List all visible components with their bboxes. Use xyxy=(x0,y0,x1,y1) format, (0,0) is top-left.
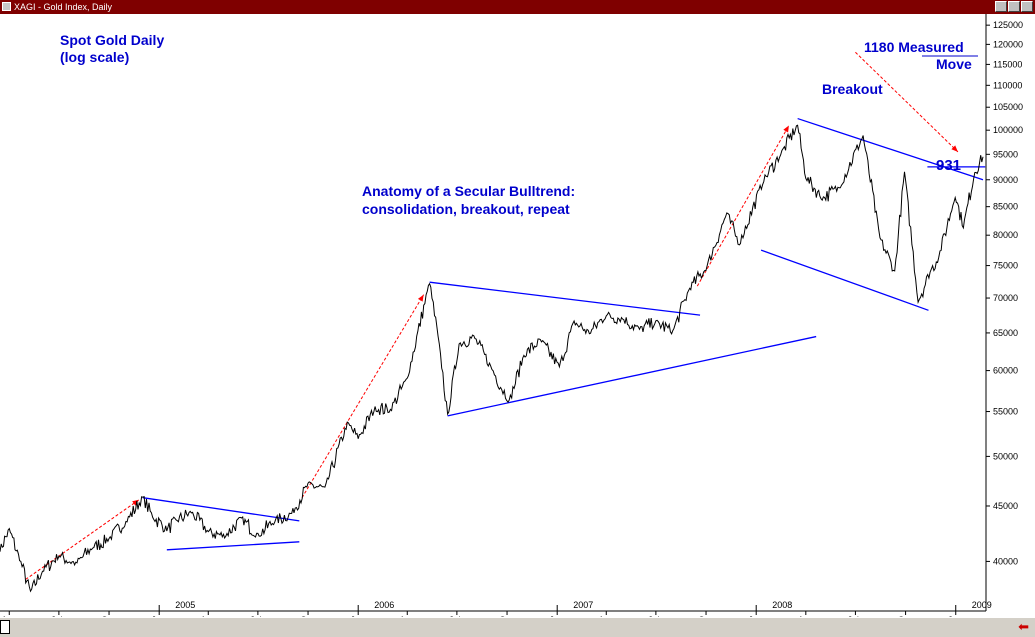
trendline xyxy=(447,335,817,417)
window-titlebar: XAGI - Gold Index, Daily xyxy=(0,0,1035,14)
price-series-line xyxy=(0,124,984,593)
y-tick-label: 100000 xyxy=(993,125,1023,135)
y-tick-label: 60000 xyxy=(993,366,1018,376)
arrow-line xyxy=(25,499,140,580)
y-tick-label: 115000 xyxy=(993,59,1022,69)
x-year-label: 2006 xyxy=(374,600,394,610)
y-tick-label: 40000 xyxy=(993,556,1018,566)
x-month-label: Oct xyxy=(101,615,116,617)
chart-window-icon xyxy=(2,2,11,11)
close-button[interactable] xyxy=(1021,1,1033,12)
x-month-label: Jan xyxy=(948,615,963,617)
y-tick-label: 65000 xyxy=(993,328,1018,338)
annotation-move: Move xyxy=(936,56,972,72)
arrow-head xyxy=(783,125,789,133)
annotation-931: 931 xyxy=(936,157,961,174)
x-month-label: Jul xyxy=(847,615,859,617)
x-month-label: Jan xyxy=(151,615,166,617)
y-tick-label: 45000 xyxy=(993,501,1018,511)
gold-chart: 40000 45000 50000 55000 60000 65000 70000 75000… xyxy=(0,14,1023,617)
x-month-label: Apr xyxy=(598,615,612,617)
trendline xyxy=(142,497,300,522)
y-tick-label: 80000 xyxy=(993,230,1018,240)
trendline xyxy=(797,117,984,181)
maximize-button[interactable] xyxy=(1008,1,1020,12)
x-month-label: Oct xyxy=(698,615,713,617)
annotation-consolidation: consolidation, breakout, repeat xyxy=(362,201,570,217)
x-month-label: Jul xyxy=(449,615,461,617)
y-tick-label: 70000 xyxy=(993,293,1018,303)
x-year-label: 2008 xyxy=(772,600,792,610)
x-year-label: 2009 xyxy=(972,600,992,610)
window-title: XAGI - Gold Index, Daily xyxy=(14,2,113,12)
x-month-label: Apr xyxy=(798,615,812,617)
y-tick-label: 95000 xyxy=(993,149,1018,159)
minimize-button[interactable] xyxy=(995,1,1007,12)
y-tick-label: 90000 xyxy=(993,175,1018,185)
y-tick-label: 105000 xyxy=(993,102,1023,112)
x-month-label: Jan xyxy=(748,615,763,617)
x-month-label: Jul xyxy=(648,615,660,617)
status-bar: ⬅ xyxy=(0,617,1035,637)
annotation-measured: 1180 Measured xyxy=(864,39,964,55)
x-month-label: Oct xyxy=(898,615,913,617)
scroll-box[interactable] xyxy=(0,620,10,634)
y-tick-label: 85000 xyxy=(993,202,1018,212)
y-tick-label: 125000 xyxy=(993,20,1023,30)
trendline xyxy=(166,541,300,551)
x-year-label: 2007 xyxy=(573,600,593,610)
y-tick-label: 120000 xyxy=(993,39,1023,49)
x-month-label: Oct xyxy=(300,615,315,617)
y-tick-label: 75000 xyxy=(993,261,1018,271)
x-month-label: Jul xyxy=(51,615,63,617)
x-month-label: Apr xyxy=(399,615,413,617)
trendline xyxy=(429,281,701,316)
x-month-label: Jan xyxy=(350,615,365,617)
y-tick-label: 55000 xyxy=(993,407,1018,417)
chart-subtitle: (log scale) xyxy=(60,49,129,65)
chart-title: Spot Gold Daily xyxy=(60,32,164,48)
arrow-line xyxy=(855,51,959,153)
x-month-label: Apr xyxy=(200,615,214,617)
x-year-label: 2005 xyxy=(175,600,195,610)
annotation-breakout: Breakout xyxy=(822,81,883,97)
arrow-head xyxy=(417,294,424,302)
scroll-left-arrow-icon[interactable]: ⬅ xyxy=(1018,619,1029,634)
x-month-label: Oct xyxy=(499,615,514,617)
y-tick-label: 110000 xyxy=(993,80,1022,90)
x-month-label: Apr xyxy=(1,615,15,617)
arrow-line xyxy=(696,125,790,287)
arrow-head xyxy=(951,145,958,152)
arrow-line xyxy=(301,294,425,498)
annotation-anatomy: Anatomy of a Secular Bulltrend: xyxy=(362,183,575,199)
trendline xyxy=(760,249,929,311)
y-tick-label: 50000 xyxy=(993,451,1018,461)
x-month-label: Jan xyxy=(549,615,564,617)
x-month-label: Jul xyxy=(250,615,262,617)
